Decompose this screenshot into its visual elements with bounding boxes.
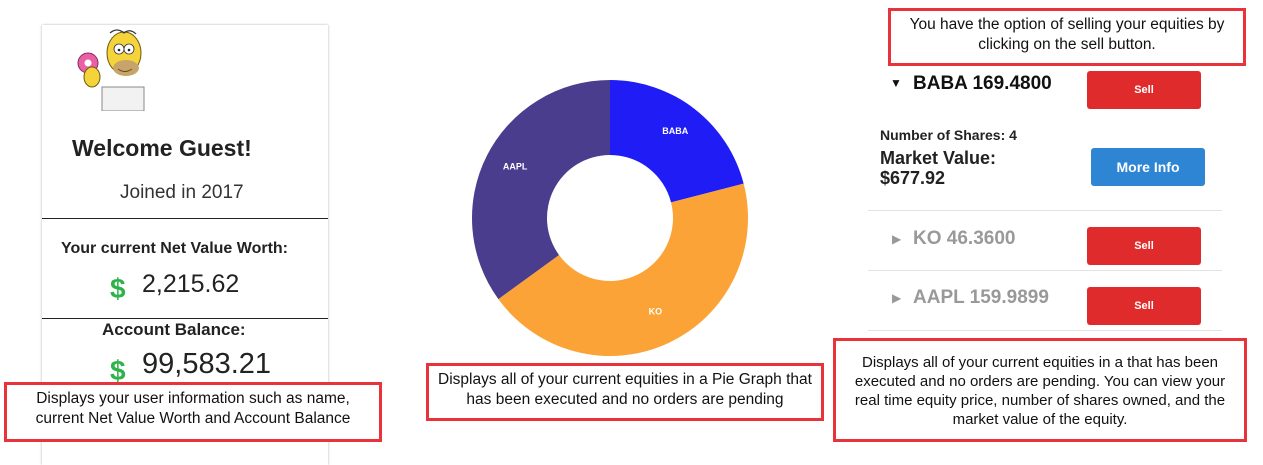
equity-label[interactable]: AAPL 159.9899 [913, 287, 1049, 308]
net-value-amount: 2,215.62 [142, 270, 240, 298]
net-value-label: Your current Net Value Worth: [61, 240, 288, 257]
divider [868, 330, 1222, 331]
market-value-label: Market Value: [880, 148, 997, 168]
annotation-user-info: Displays your user information such as n… [4, 382, 382, 442]
avatar [77, 29, 145, 111]
number-of-shares: Number of Shares: 4 [880, 127, 1017, 143]
dollar-icon: $ [110, 273, 126, 304]
joined-date: Joined in 2017 [120, 182, 244, 203]
caret-right-icon[interactable]: ▶ [892, 232, 902, 246]
divider [868, 270, 1222, 271]
sell-button[interactable]: Sell [1087, 227, 1201, 265]
sell-button[interactable]: Sell [1087, 71, 1201, 109]
divider [42, 318, 328, 319]
slice-label-aapl: AAPL [503, 162, 528, 172]
market-value-amount: $677.92 [880, 168, 946, 188]
welcome-heading: Welcome Guest! [72, 135, 252, 161]
divider [42, 218, 328, 219]
equity-label[interactable]: BABA 169.4800 [913, 73, 1052, 94]
divider [868, 210, 1222, 211]
caret-right-icon[interactable]: ▶ [892, 291, 902, 305]
account-balance-label: Account Balance: [102, 320, 246, 339]
slice-ko[interactable] [498, 183, 748, 357]
caret-down-icon[interactable]: ▼ [890, 76, 902, 90]
slice-baba[interactable] [610, 80, 744, 203]
equity-label[interactable]: KO 46.3600 [913, 228, 1016, 249]
slice-label-ko: KO [649, 306, 663, 316]
dollar-icon: $ [110, 355, 126, 386]
annotation-sell-option: You have the option of selling your equi… [888, 8, 1246, 66]
slice-label-baba: BABA [662, 126, 688, 136]
sell-button[interactable]: Sell [1087, 287, 1201, 325]
annotation-equities-list: Displays all of your current equities in… [833, 338, 1247, 442]
annotation-pie-graph: Displays all of your current equities in… [426, 363, 824, 421]
slice-aapl[interactable] [472, 80, 610, 300]
account-balance-amount: 99,583.21 [142, 348, 272, 380]
more-info-button[interactable]: More Info [1091, 148, 1205, 186]
equities-donut-chart: BABA KO AAPL [472, 80, 748, 357]
